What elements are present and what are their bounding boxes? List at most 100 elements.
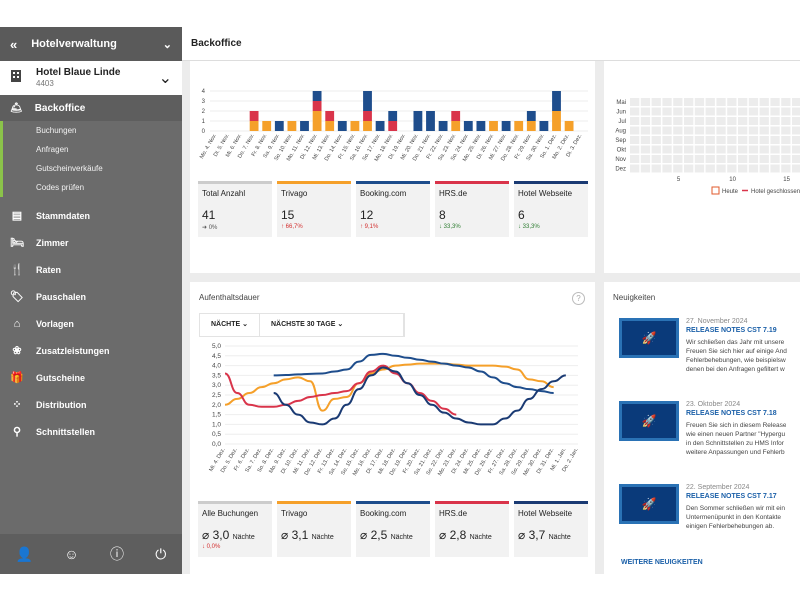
calendar-cell [640,164,651,173]
calendar-cell [694,126,705,135]
news-title[interactable]: RELEASE NOTES CST 7.18 [686,410,777,417]
hotel-id: 4403 [36,79,54,88]
sidebar-item-raten[interactable]: 🍴 Raten [0,256,182,283]
bar [476,121,486,131]
calendar-cell [630,145,640,154]
tile-webseite: Hotel Webseite 6 ↓ 33,3% [514,181,588,237]
tile-hrs: HRS.de ⌀ 2,8 Nächte [435,501,509,557]
building-icon [10,69,22,87]
calendar-cell [770,145,780,154]
news-title[interactable]: RELEASE NOTES CST 7.19 [686,327,777,334]
news-text: denen bei den Anfragen gefiltert w [686,366,785,373]
calendar-cell [705,117,715,125]
sidebar-item-schnittstellen[interactable]: ⚲ Schnittstellen [0,418,182,445]
calendar-cell [630,126,640,135]
hotel-selector[interactable]: Hotel Blaue Linde 4403 ⌄ [0,61,182,95]
bar [337,121,347,131]
bar [249,121,259,131]
news-title[interactable]: RELEASE NOTES CST 7.17 [686,493,777,500]
calendar-cell [781,136,791,144]
calendar-cell [792,155,800,163]
calendar-cell [630,136,640,144]
news-text: Den Sommer schließen wir mit ein [686,505,785,512]
calendar-cell [759,136,769,144]
y-tick-label: 0,0 [212,441,221,448]
sidebar-item-zimmer[interactable]: 🛏 Zimmer [0,229,182,256]
tile-hrs: HRS.de 8 ↓ 33,3% [435,181,509,237]
y-tick-label: 2,5 [212,392,221,399]
x-tick-label: 15 [783,177,790,183]
y-tick-label: 4 [202,89,206,95]
tile-label: Trivago [281,509,308,518]
sidebar-item-zusatzleistungen[interactable]: ❀ Zusatzleistungen [0,337,182,364]
calendar-cell [748,155,759,163]
calendar-cell [748,164,759,173]
calendar-cell [738,98,748,106]
x-tick-label: 5 [677,177,681,183]
calendar-cell [770,164,780,173]
submenu-item-codes-pruefen[interactable]: Codes prüfen [36,183,85,192]
legend-today-swatch [711,186,720,195]
smiley-icon[interactable]: ☺ [64,546,79,562]
news-item[interactable]: 🚀 22. September 2024 RELEASE NOTES CST 7… [619,484,800,550]
calendar-cell [630,164,640,173]
news-item[interactable]: 🚀 23. Oktober 2024 RELEASE NOTES CST 7.1… [619,401,800,467]
stay-duration-card: Aufenthaltsdauer ? NÄCHTE ⌄ NÄCHSTE 30 T… [190,282,595,592]
stay-filters: NÄCHTE ⌄ NÄCHSTE 30 TAGE ⌄ [199,313,406,337]
calendar-cell [792,164,800,173]
bar [552,91,561,111]
calendar-cell [684,107,694,116]
tag-icon: 🏷 [10,291,24,303]
power-icon[interactable]: ⏻ [155,545,167,562]
calendar-cell [684,98,694,106]
sidebar-item-distribution[interactable]: ⁘ Distribution [0,391,182,418]
news-text: Wir schließen das Jahr mit unsere [686,339,785,346]
help-icon[interactable]: ⓘ [109,546,124,562]
help-icon[interactable]: ? [572,292,585,305]
calendar-cell [727,164,737,173]
calendar-cell [694,107,705,116]
sidebar-item-vorlagen[interactable]: ⌂ Vorlagen [0,310,182,337]
calendar-cell [738,164,748,173]
calendar-cell [662,155,672,163]
user-icon[interactable]: 👤 [15,545,34,562]
news-item[interactable]: 🚀 27. November 2024 RELEASE NOTES CST 7.… [619,318,800,384]
tile-delta: ➜ 0% [202,225,218,231]
sidebar-item-stammdaten[interactable]: ▤ Stammdaten [0,202,182,229]
sidebar-item-label: Zusatzleistungen [36,345,110,356]
nights-dropdown[interactable]: NÄCHTE ⌄ [200,314,260,336]
bar [312,111,322,131]
more-news-link[interactable]: WEITERE NEUIGKEITEN [621,559,703,566]
calendar-cell [727,126,737,135]
calendar-cell [630,117,640,125]
chevron-down-icon[interactable]: ⌄ [162,38,172,51]
y-tick-label: 2,0 [212,402,221,409]
calendar-cell [651,164,661,173]
calendar-cell [662,117,672,125]
news-text: einigen Fehlerbehebungen ab. [686,523,775,530]
submenu-item-gutscheinverkaeufe[interactable]: Gutscheinverkäufe [36,164,103,173]
tile-delta: ↑ 9,1% [360,224,379,230]
sidebar-item-gutscheine[interactable]: 🎁 Gutscheine [0,364,182,391]
submenu-item-buchungen[interactable]: Buchungen [36,126,77,135]
app-frame: « Hotelverwaltung ⌄ Hotel Blaue Linde 44… [0,27,800,592]
calendar-cell [673,145,683,154]
tile-delta: ↓ 33,3% [439,224,461,230]
calendar-cell [748,107,759,116]
sidebar-item-pauschalen[interactable]: 🏷 Pauschalen [0,283,182,310]
collapse-sidebar-icon[interactable]: « [10,36,18,52]
cutlery-icon: 🍴 [10,264,24,276]
calendar-cell [781,155,791,163]
calendar-cell [673,155,683,163]
calendar-cell [705,136,715,144]
submenu-item-anfragen[interactable]: Anfragen [36,145,69,154]
series-line [273,366,566,426]
calendar-cell [673,117,683,125]
tile-value: ⌀ 3,1 Nächte [281,528,334,542]
sidebar-item-backoffice[interactable]: 🛎 Backoffice [0,95,182,121]
sidebar-header[interactable]: « Hotelverwaltung ⌄ [0,27,182,61]
bar [388,111,398,121]
period-dropdown[interactable]: NÄCHSTE 30 TAGE ⌄ [260,314,405,336]
calendar-cell [684,117,694,125]
chevron-down-icon[interactable]: ⌄ [158,70,172,87]
